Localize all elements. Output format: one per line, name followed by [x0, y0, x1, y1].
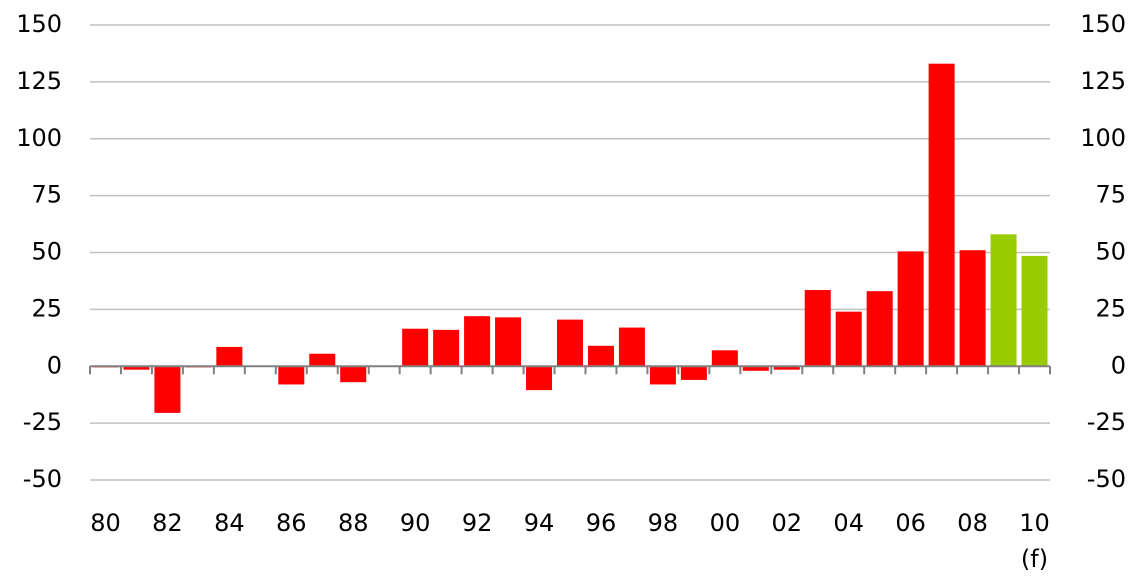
x-tick-label: 88	[338, 509, 369, 537]
bar	[866, 291, 893, 367]
bar	[216, 346, 243, 367]
x-tick-label: 80	[90, 509, 121, 537]
x-tick-label: 92	[462, 509, 493, 537]
y-tick-label: 150	[16, 10, 62, 38]
bar	[773, 366, 800, 370]
y-tick-label: 75	[31, 181, 62, 209]
bar	[556, 319, 584, 367]
y-tick-label: -25	[23, 408, 62, 436]
x-tick-label: 86	[276, 509, 307, 537]
y-tick-label: 0	[47, 351, 62, 379]
bar	[959, 250, 986, 367]
annotation: (f)	[1021, 545, 1048, 573]
bar	[587, 345, 614, 367]
x-tick-label: 84	[214, 509, 245, 537]
y2-tick-label: 50	[1095, 238, 1126, 266]
y-tick-label: 50	[31, 238, 62, 266]
y-tick-label: 100	[16, 124, 62, 152]
y2-tick-label: 75	[1095, 181, 1126, 209]
x-tick-label: 02	[772, 509, 803, 537]
x-tick-label: 10	[1019, 509, 1050, 537]
bar	[990, 234, 1017, 367]
y2-tick-label: -25	[1087, 408, 1126, 436]
bar	[649, 366, 676, 385]
bar	[897, 251, 924, 367]
y2-tick-label: -50	[1087, 465, 1126, 493]
x-tick-label: 90	[400, 509, 431, 537]
y-tick-label: -50	[23, 465, 62, 493]
bar	[309, 353, 336, 367]
x-tick-label: 82	[152, 509, 183, 537]
y2-tick-label: 125	[1080, 67, 1126, 95]
y2-tick-label: 0	[1111, 351, 1126, 379]
bar	[680, 366, 707, 380]
bar	[464, 316, 491, 367]
bar	[123, 366, 150, 370]
x-tick-label: 94	[524, 509, 555, 537]
y2-tick-label: 150	[1080, 10, 1126, 38]
x-tick-label: 98	[648, 509, 679, 537]
y2-tick-label: 100	[1080, 124, 1126, 152]
bar	[928, 63, 955, 367]
bar	[618, 327, 645, 367]
bar	[495, 317, 522, 367]
x-tick-label: 06	[895, 509, 926, 537]
bar	[526, 366, 553, 391]
bar	[711, 350, 738, 367]
bar	[154, 366, 181, 413]
x-tick-label: 08	[957, 509, 988, 537]
bar	[402, 328, 429, 367]
bar	[278, 366, 305, 385]
bar	[340, 366, 367, 383]
x-tick-label: 04	[833, 509, 864, 537]
x-tick-label: 96	[586, 509, 617, 537]
bar	[835, 311, 862, 367]
x-tick-label: 00	[710, 509, 741, 537]
bar	[804, 290, 831, 367]
bar	[742, 366, 769, 371]
y-tick-label: 125	[16, 67, 62, 95]
bar	[1021, 255, 1048, 367]
bar	[433, 329, 460, 367]
y-tick-label: 25	[31, 294, 62, 322]
y2-tick-label: 25	[1095, 294, 1126, 322]
